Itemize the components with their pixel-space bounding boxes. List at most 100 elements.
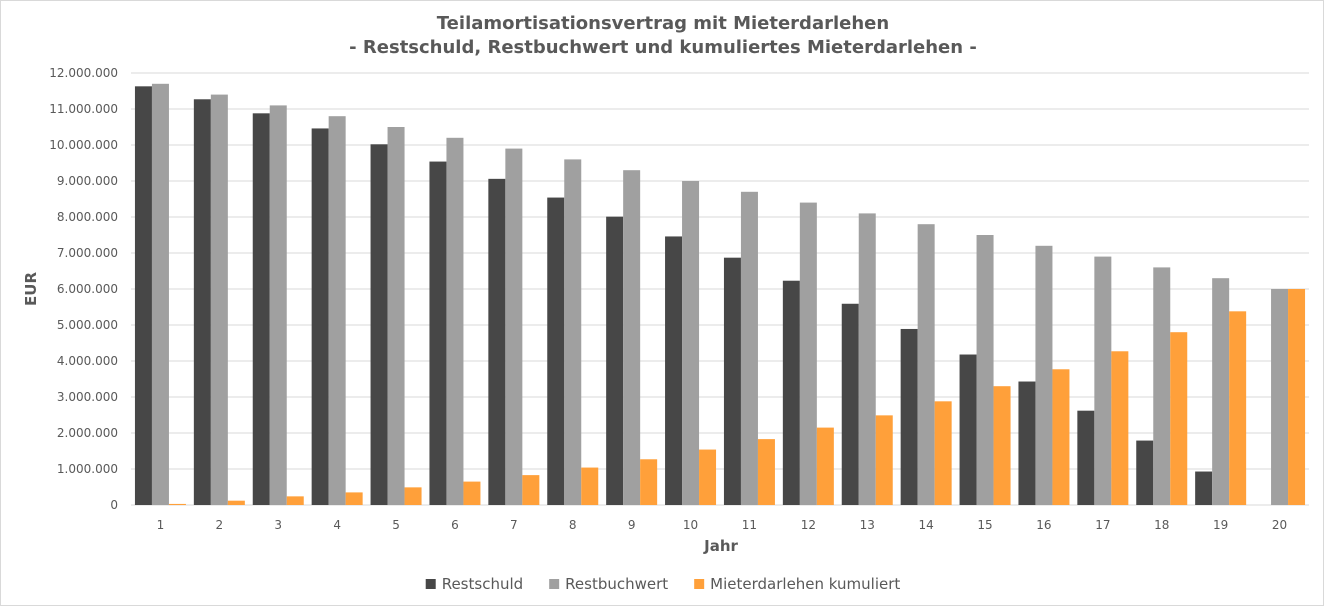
bar-mieterdarlehen-kumuliert-jahr-3 — [286, 496, 304, 505]
bar-restbuchwert-jahr-8 — [564, 159, 582, 505]
bar-restbuchwert-jahr-13 — [858, 213, 876, 505]
gridlines — [131, 72, 1309, 506]
bar-mieterdarlehen-kumuliert-jahr-13 — [875, 415, 893, 505]
chart-title: Teilamortisationsvertrag mit Mieterdarle… — [437, 13, 889, 34]
x-tick-label: 20 — [1272, 518, 1287, 532]
chart-subtitle: - Restschuld, Restbuchwert und kumuliert… — [349, 37, 977, 58]
bar-restbuchwert-jahr-7 — [505, 148, 523, 505]
y-tick-label: 1.000.000 — [57, 462, 118, 476]
bar-mieterdarlehen-kumuliert-jahr-2 — [227, 500, 245, 505]
x-tick-label: 1 — [157, 518, 165, 532]
bar-restbuchwert-jahr-6 — [446, 137, 464, 506]
legend-swatch — [549, 579, 560, 589]
y-tick-label: 8.000.000 — [57, 210, 118, 224]
bar-restbuchwert-jahr-10 — [682, 181, 700, 505]
y-tick-label: 9.000.000 — [57, 174, 118, 188]
bar-mieterdarlehen-kumuliert-jahr-6 — [463, 481, 481, 505]
bar-restschuld-jahr-18 — [1136, 440, 1154, 505]
bar-mieterdarlehen-kumuliert-jahr-7 — [522, 475, 540, 505]
bar-mieterdarlehen-kumuliert-jahr-19 — [1229, 311, 1247, 505]
legend-swatch — [694, 579, 705, 589]
bar-restbuchwert-jahr-20 — [1271, 289, 1289, 505]
y-tick-label: 6.000.000 — [57, 282, 118, 296]
bar-restbuchwert-jahr-4 — [328, 116, 346, 505]
bar-restschuld-jahr-14 — [900, 328, 918, 505]
x-tick-label: 17 — [1095, 518, 1110, 532]
x-axis-title: Jahr — [703, 537, 738, 555]
x-tick-label: 12 — [801, 518, 816, 532]
bar-mieterdarlehen-kumuliert-jahr-18 — [1170, 332, 1188, 505]
bar-restschuld-jahr-11 — [723, 257, 741, 505]
x-tick-label: 3 — [274, 518, 282, 532]
y-tick-label: 12.000.000 — [49, 66, 118, 80]
bar-mieterdarlehen-kumuliert-jahr-20 — [1288, 289, 1306, 505]
y-tick-label: 5.000.000 — [57, 318, 118, 332]
legend-label: Mieterdarlehen kumuliert — [710, 575, 900, 593]
x-tick-label: 10 — [683, 518, 698, 532]
y-tick-label: 7.000.000 — [57, 246, 118, 260]
bar-restbuchwert-jahr-19 — [1212, 278, 1230, 505]
legend-label: Restbuchwert — [565, 575, 668, 593]
bar-mieterdarlehen-kumuliert-jahr-16 — [1052, 369, 1070, 505]
bar-restbuchwert-jahr-18 — [1153, 267, 1171, 505]
x-tick-label: 2 — [216, 518, 224, 532]
bar-restbuchwert-jahr-15 — [976, 235, 994, 505]
legend: Restschuld Restbuchwert Mieterdarlehen kum… — [425, 575, 900, 593]
x-tick-label: 16 — [1036, 518, 1051, 532]
x-tick-label: 6 — [451, 518, 459, 532]
bar-mieterdarlehen-kumuliert-jahr-5 — [404, 487, 422, 505]
bar-restbuchwert-jahr-14 — [917, 224, 935, 505]
x-tick-label: 11 — [742, 518, 757, 532]
y-tick-label: 10.000.000 — [49, 138, 118, 152]
bar-restbuchwert-jahr-5 — [387, 127, 405, 505]
legend-label: Restschuld — [442, 575, 523, 593]
y-tick-label: 2.000.000 — [57, 426, 118, 440]
bar-mieterdarlehen-kumuliert-jahr-9 — [640, 459, 658, 505]
bar-restbuchwert-jahr-16 — [1035, 245, 1053, 506]
x-tick-label: 18 — [1154, 518, 1169, 532]
bar-restschuld-jahr-13 — [841, 303, 859, 505]
bar-restbuchwert-jahr-11 — [740, 191, 758, 506]
bar-mieterdarlehen-kumuliert-jahr-14 — [934, 401, 952, 505]
bar-mieterdarlehen-kumuliert-jahr-10 — [699, 449, 717, 505]
bar-restschuld-jahr-17 — [1077, 410, 1095, 505]
y-axis-ticks: 0 1.000.000 2.000.000 3.000.000 4.000.000 5.0… — [49, 66, 118, 512]
y-tick-label: 3.000.000 — [57, 390, 118, 404]
x-tick-label: 14 — [919, 518, 934, 532]
bar-mieterdarlehen-kumuliert-jahr-4 — [345, 492, 363, 505]
x-tick-label: 8 — [569, 518, 577, 532]
bar-restschuld-jahr-19 — [1195, 471, 1213, 505]
x-tick-label: 5 — [392, 518, 400, 532]
bar-restschuld-jahr-3 — [252, 113, 270, 505]
bar-restschuld-jahr-1 — [134, 86, 152, 505]
bar-restschuld-jahr-5 — [370, 144, 388, 505]
bar-restschuld-jahr-4 — [311, 128, 329, 505]
bar-mieterdarlehen-kumuliert-jahr-11 — [757, 439, 775, 505]
y-axis-title: EUR — [22, 272, 40, 306]
bar-restschuld-jahr-10 — [665, 236, 683, 505]
x-tick-label: 4 — [333, 518, 341, 532]
bar-restbuchwert-jahr-17 — [1094, 256, 1112, 505]
x-tick-label: 15 — [977, 518, 992, 532]
bar-mieterdarlehen-kumuliert-jahr-1 — [168, 503, 186, 505]
x-tick-label: 7 — [510, 518, 518, 532]
bar-restbuchwert-jahr-3 — [269, 105, 287, 506]
bar-restschuld-jahr-8 — [547, 197, 565, 505]
bar-restschuld-jahr-12 — [782, 280, 800, 505]
bar-restbuchwert-jahr-2 — [210, 94, 228, 505]
bar-restbuchwert-jahr-12 — [799, 202, 817, 505]
bar-mieterdarlehen-kumuliert-jahr-8 — [581, 467, 599, 505]
x-tick-label: 9 — [628, 518, 636, 532]
bar-mieterdarlehen-kumuliert-jahr-17 — [1111, 351, 1129, 505]
x-tick-label: 19 — [1213, 518, 1228, 532]
y-tick-label: 11.000.000 — [49, 102, 118, 116]
x-tick-label: 13 — [860, 518, 875, 532]
bar-restschuld-jahr-9 — [606, 216, 624, 505]
bar-restschuld-jahr-7 — [488, 178, 506, 505]
legend-swatch — [425, 579, 436, 589]
bar-restbuchwert-jahr-9 — [623, 170, 641, 505]
bar-mieterdarlehen-kumuliert-jahr-12 — [816, 427, 834, 505]
y-tick-label: 0 — [110, 498, 118, 512]
